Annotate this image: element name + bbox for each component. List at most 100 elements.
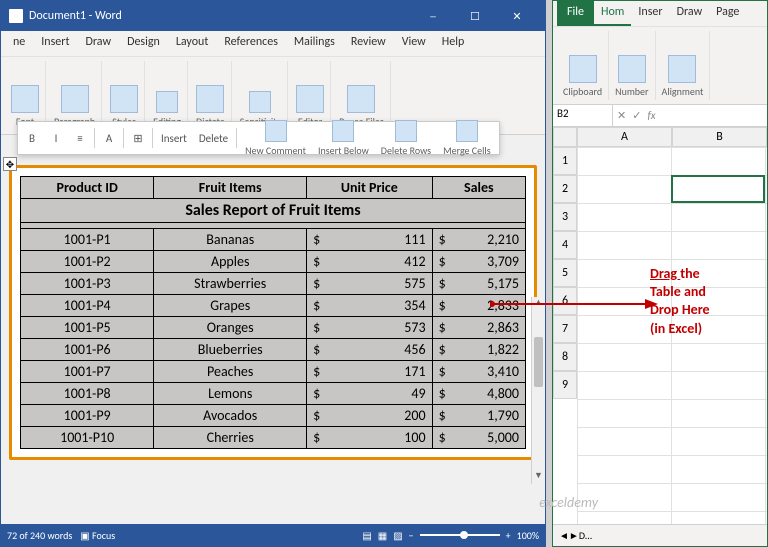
word-ribbon-tabs: ne Insert Draw Design Layout References … [1,31,545,57]
fx-cancel-icon[interactable]: ✕ [617,109,626,122]
styles-button[interactable]: A [99,128,119,148]
sheet-nav-prev-icon[interactable]: ► [569,529,579,542]
cell-sales: $2,863 [432,317,525,339]
italic-button[interactable]: I [46,128,66,148]
row-header[interactable]: 7 [553,315,577,343]
row-header[interactable]: 5 [553,259,577,287]
ribbon-group-editing[interactable]: Editing [147,61,188,130]
ribbon-group-clipboard[interactable]: Clipboard [557,31,609,100]
view-readmode-icon[interactable]: ▤ [362,529,371,542]
row-header[interactable]: 1 [553,147,577,175]
zoom-out-button[interactable]: − [409,529,414,542]
cell-id: 1001-P5 [21,317,154,339]
sheet-nav-first-icon[interactable]: ◄ [559,529,569,542]
ribbon-group-alignment[interactable]: Alignment [656,31,711,100]
row-header[interactable]: 8 [553,343,577,371]
word-statusbar: 72 of 240 words ▣ Focus ▤ ▦ ▨ − + 100% [1,524,545,546]
fx-icon[interactable]: fx [647,109,655,122]
excel-ribbon: Clipboard Number Alignment [553,27,767,105]
col-price: Unit Price [307,177,433,199]
bold-button[interactable]: B [22,128,42,148]
tab-view[interactable]: View [394,31,434,56]
ribbon-group-paragraph[interactable]: Paragraph [48,61,102,130]
tab-insert[interactable]: Inser [631,1,669,26]
select-all-corner[interactable] [553,127,577,147]
delete-rows-button[interactable]: Delete Rows [377,120,435,157]
tab-help[interactable]: Help [434,31,473,56]
word-titlebar: Document1 - Word ─ ☐ ✕ [1,1,545,31]
excel-ribbon-tabs: File Hom Inser Draw Page [553,1,767,27]
align-button[interactable]: ≡ [70,128,90,148]
ribbon-group-font[interactable]: Font [5,61,46,130]
ribbon-group-dictate[interactable]: Dictate [190,61,232,130]
close-button[interactable]: ✕ [497,2,537,30]
scroll-down-icon[interactable]: ▼ [532,470,545,484]
tab-references[interactable]: References [216,31,286,56]
sales-table[interactable]: Sales Report of Fruit Items Product ID F… [20,176,526,449]
cell-fruit: Strawberries [154,273,307,295]
zoom-level[interactable]: 100% [517,529,539,542]
delete-label[interactable]: Delete [195,132,232,145]
tab-mailings[interactable]: Mailings [286,31,343,56]
zoom-slider[interactable] [420,534,500,536]
table-row[interactable]: 1001-P9Avocados$200$1,790 [21,405,526,427]
tab-draw[interactable]: Draw [77,31,119,56]
table-move-handle[interactable]: ✥ [3,157,17,171]
cell-fruit: Avocados [154,405,307,427]
tab-layout[interactable]: Layout [168,31,217,56]
maximize-button[interactable]: ☐ [455,2,495,30]
table-row[interactable]: 1001-P5Oranges$573$2,863 [21,317,526,339]
row-header[interactable]: 3 [553,203,577,231]
table-row[interactable]: 1001-P2Apples$412$3,709 [21,251,526,273]
table-row[interactable]: 1001-P1Bananas$111$2,210 [21,229,526,251]
table-row[interactable]: 1001-P10Cherries$100$5,000 [21,427,526,449]
sheet-tab[interactable]: D... [579,529,593,542]
ribbon-group-number[interactable]: Number [609,31,655,100]
row-header[interactable]: 4 [553,231,577,259]
row-header[interactable]: 2 [553,175,577,203]
zoom-in-button[interactable]: + [506,529,511,542]
tab-draw[interactable]: Draw [670,1,710,26]
cell-fruit: Bananas [154,229,307,251]
insert-label[interactable]: Insert [157,132,191,145]
view-print-icon[interactable]: ▦ [378,529,387,542]
new-comment-button[interactable]: New Comment [241,120,310,157]
scroll-thumb[interactable] [534,337,543,387]
formula-bar-row: B2 ✕ ✓ fx [553,105,767,127]
row-header[interactable]: 6 [553,287,577,315]
tab-page[interactable]: Page [709,1,746,26]
watermark: exceldemy [539,494,598,512]
col-header-b[interactable]: B [672,127,767,147]
separator [152,128,153,148]
minimize-button[interactable]: ─ [413,2,453,30]
table-row[interactable]: 1001-P6Blueberries$456$1,822 [21,339,526,361]
scroll-up-icon[interactable]: ▲ [532,297,545,311]
cell-sales: $2,210 [432,229,525,251]
view-web-icon[interactable]: ▨ [393,529,402,542]
cell-id: 1001-P8 [21,383,154,405]
table-button[interactable]: ⊞ [128,128,148,148]
table-row[interactable]: 1001-P3Strawberries$575$5,175 [21,273,526,295]
word-count[interactable]: 72 of 240 words [7,529,72,542]
table-row[interactable]: 1001-P7Peaches$171$3,410 [21,361,526,383]
row-header[interactable]: 9 [553,371,577,399]
name-box[interactable]: B2 [553,105,613,126]
ribbon-group-styles[interactable]: Styles [104,61,145,130]
insert-below-button[interactable]: Insert Below [314,120,373,157]
tab-design[interactable]: Design [119,31,168,56]
col-header-a[interactable]: A [577,127,672,147]
table-row[interactable]: 1001-P8Lemons$49$4,800 [21,383,526,405]
merge-cells-button[interactable]: Merge Cells [439,120,495,157]
formula-bar[interactable]: ✕ ✓ fx [613,105,767,126]
tab-home[interactable]: Hom [594,1,631,26]
table-row[interactable]: 1001-P4Grapes$354$2,833 [21,295,526,317]
tab-file[interactable]: File [557,1,594,26]
active-cell[interactable] [671,175,765,203]
word-doc-icon [9,9,23,23]
tab-insert[interactable]: Insert [33,31,77,56]
vertical-scrollbar[interactable]: ▲ ▼ [531,297,545,484]
tab-review[interactable]: Review [343,31,394,56]
fx-accept-icon[interactable]: ✓ [632,109,641,122]
focus-button[interactable]: ▣ Focus [80,529,115,542]
tab-home[interactable]: ne [5,31,33,56]
